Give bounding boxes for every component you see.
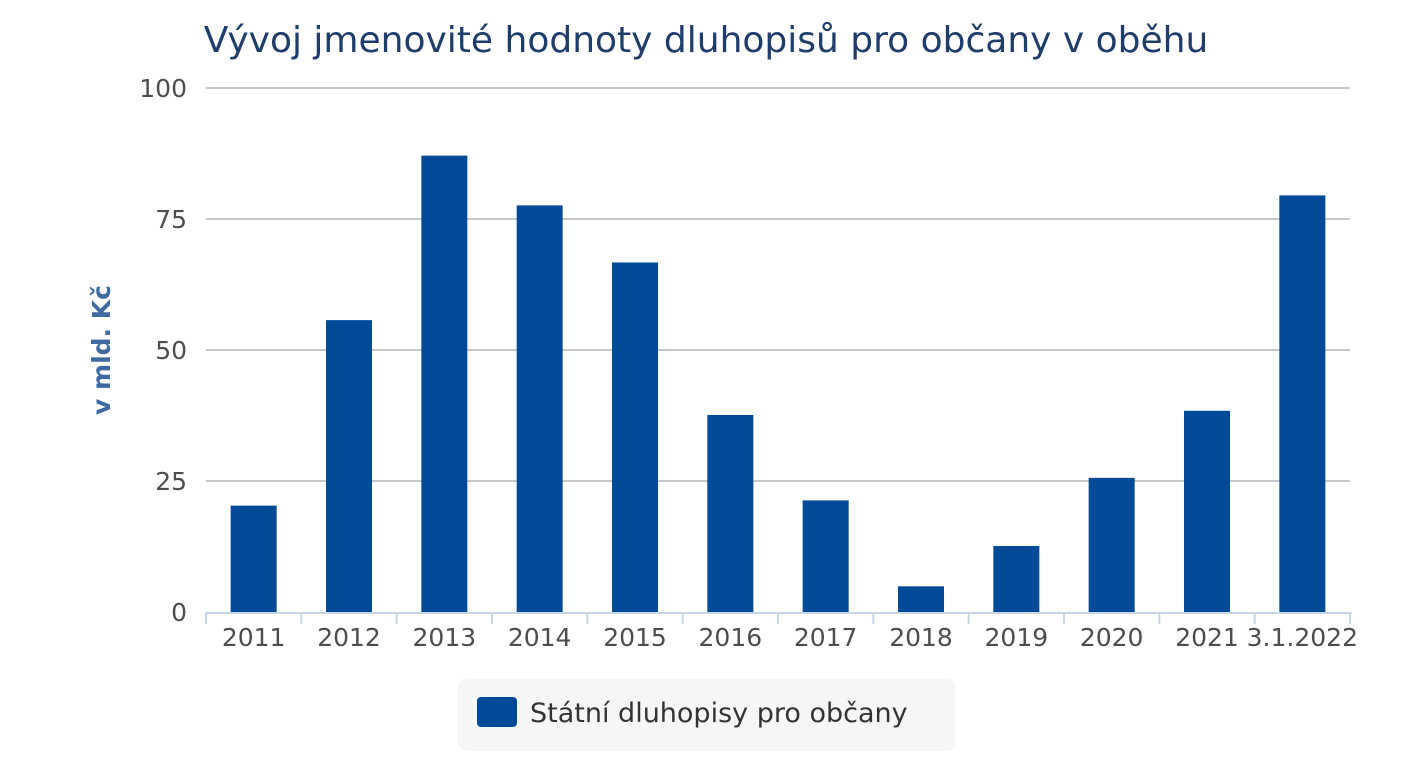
bar[interactable]: [1088, 477, 1135, 612]
gridlines: [206, 87, 1350, 482]
y-tick-label: 25: [155, 467, 187, 496]
legend[interactable]: Státní dluhopisy pro občany: [458, 679, 955, 751]
bar[interactable]: [898, 586, 944, 612]
x-tick-label: 2013: [413, 623, 477, 652]
bar[interactable]: [1279, 195, 1326, 613]
bar[interactable]: [612, 262, 658, 612]
bar[interactable]: [421, 155, 468, 612]
bar[interactable]: [1184, 410, 1230, 612]
bars: [230, 155, 1326, 613]
x-axis-ticks: 2011 2012 2013 2014 2015 2016 2017 2018 2019 2020…: [222, 623, 1358, 652]
y-axis-label: v mld. Kč: [87, 285, 116, 415]
legend-swatch: [477, 697, 517, 727]
x-tick-label: 2021: [1175, 623, 1239, 652]
y-tick-label: 100: [139, 74, 187, 103]
x-tick-label: 2015: [603, 623, 667, 652]
x-tick-label: 2019: [985, 623, 1049, 652]
bar[interactable]: [802, 500, 849, 612]
x-tick-label: 2018: [889, 623, 953, 652]
y-axis-ticks: 0 25 50 75 100: [139, 74, 187, 627]
x-axis: [205, 612, 1352, 624]
bar[interactable]: [707, 414, 754, 612]
x-tick-label: 2014: [508, 623, 572, 652]
y-tick-label: 75: [155, 205, 187, 234]
bar[interactable]: [516, 205, 563, 612]
x-tick-label: 3.1.2022: [1247, 623, 1358, 652]
x-tick-label: 2011: [222, 623, 286, 652]
legend-label: Státní dluhopisy pro občany: [530, 698, 908, 729]
x-tick-label: 2020: [1080, 623, 1144, 652]
y-tick-label: 50: [155, 336, 187, 365]
bar[interactable]: [993, 545, 1040, 612]
x-tick-label: 2012: [317, 623, 381, 652]
y-tick-label: 0: [171, 598, 187, 627]
x-tick-label: 2016: [699, 623, 763, 652]
chart-title: Vývoj jmenovité hodnoty dluhopisů pro ob…: [204, 20, 1209, 61]
x-tick-label: 2017: [794, 623, 858, 652]
bar[interactable]: [326, 320, 372, 612]
legend-box: [458, 679, 955, 751]
bar[interactable]: [230, 505, 277, 612]
